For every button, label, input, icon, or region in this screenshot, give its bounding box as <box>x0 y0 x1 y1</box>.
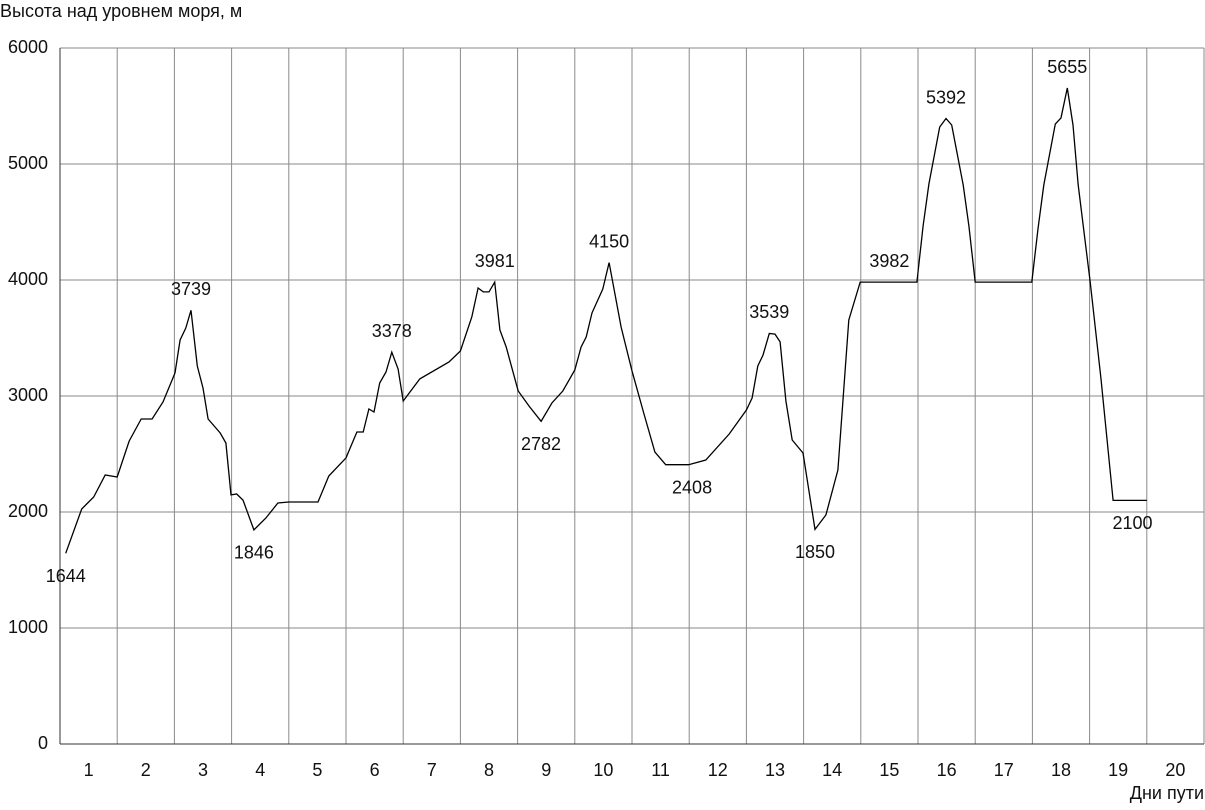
x-tick-label: 3 <box>198 760 208 780</box>
y-tick-label: 6000 <box>8 37 48 57</box>
x-tick-label: 14 <box>822 760 842 780</box>
x-tick-label: 19 <box>1108 760 1128 780</box>
point-label: 1644 <box>46 566 86 586</box>
point-label: 2408 <box>672 477 712 497</box>
point-label: 2100 <box>1112 513 1152 533</box>
y-tick-label: 1000 <box>8 617 48 637</box>
x-tick-label: 12 <box>708 760 728 780</box>
x-tick-label: 5 <box>312 760 322 780</box>
x-tick-label: 13 <box>765 760 785 780</box>
x-tick-label: 15 <box>879 760 899 780</box>
point-label: 5655 <box>1047 57 1087 77</box>
x-tick-label: 7 <box>427 760 437 780</box>
point-label: 1846 <box>234 543 274 563</box>
point-label: 3539 <box>749 302 789 322</box>
y-tick-label: 4000 <box>8 269 48 289</box>
x-tick-label: 17 <box>994 760 1014 780</box>
point-label: 3981 <box>475 251 515 271</box>
x-tick-label: 16 <box>937 760 957 780</box>
x-tick-label: 18 <box>1051 760 1071 780</box>
y-axis-title: Высота над уровнем моря, м <box>0 1 242 21</box>
elevation-line <box>65 87 1147 554</box>
point-label: 4150 <box>589 231 629 251</box>
point-label: 1850 <box>795 542 835 562</box>
x-tick-label: 10 <box>593 760 613 780</box>
point-label: 3378 <box>372 321 412 341</box>
x-tick-label: 11 <box>651 760 670 780</box>
x-tick-label: 2 <box>141 760 151 780</box>
y-tick-label: 2000 <box>8 501 48 521</box>
x-axis-title: Дни пути <box>1130 783 1204 803</box>
y-tick-label: 3000 <box>8 385 48 405</box>
x-tick-label: 6 <box>370 760 380 780</box>
x-tick-label: 20 <box>1165 760 1185 780</box>
x-tick-label: 1 <box>84 760 94 780</box>
x-tick-label: 9 <box>541 760 551 780</box>
point-label: 5392 <box>926 87 966 107</box>
x-tick-label: 8 <box>484 760 494 780</box>
point-label: 3739 <box>171 279 211 299</box>
x-tick-label: 4 <box>255 760 265 780</box>
point-label: 2782 <box>521 434 561 454</box>
y-tick-label: 5000 <box>8 153 48 173</box>
point-label: 3982 <box>869 251 909 271</box>
y-tick-label: 0 <box>38 733 48 753</box>
